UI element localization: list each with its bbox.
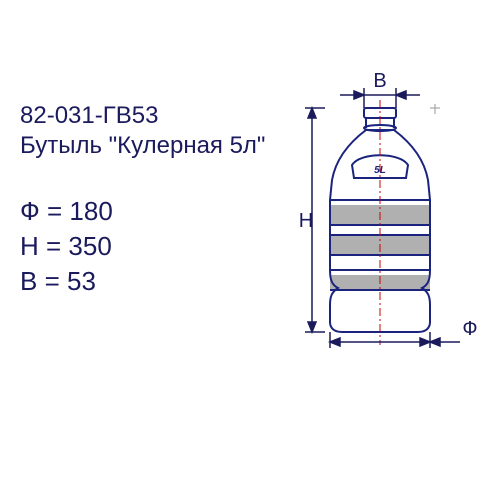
dim-phi-label: Ф xyxy=(462,318,477,340)
part-name: Бутыль "Кулерная 5л" xyxy=(20,130,265,161)
dimension-b: B = 53 xyxy=(20,265,96,299)
dim-h-label: H xyxy=(299,210,313,232)
part-number: 82-031-ГВ53 xyxy=(20,100,158,131)
dim-b-label: B xyxy=(373,70,386,92)
bottle-drawing: 5L B H Ф xyxy=(280,70,490,350)
dim-phi-annotation xyxy=(330,332,460,348)
dimension-h: H = 350 xyxy=(20,230,112,264)
dimension-phi: Ф = 180 xyxy=(20,195,113,229)
